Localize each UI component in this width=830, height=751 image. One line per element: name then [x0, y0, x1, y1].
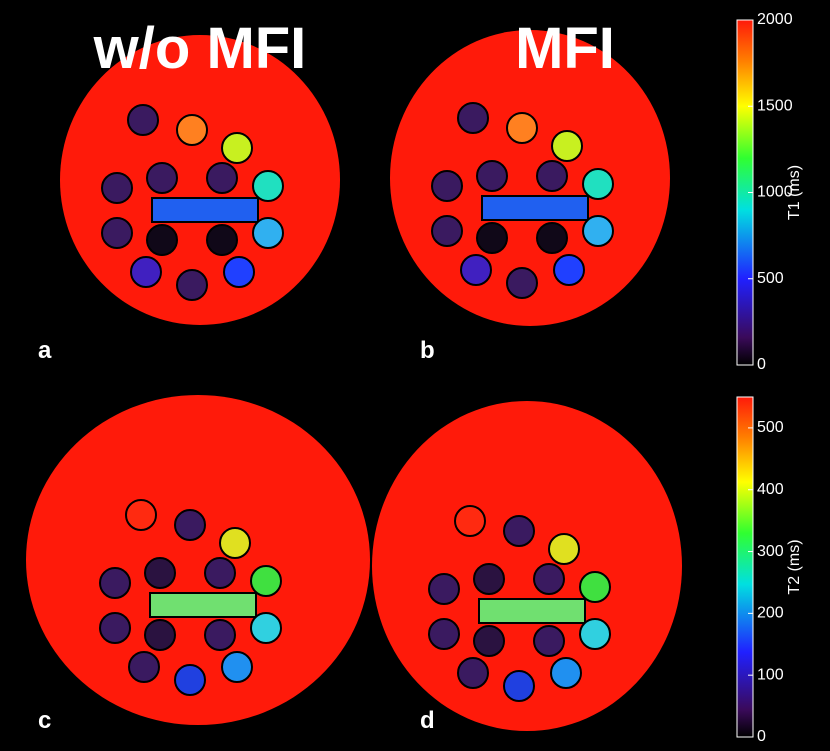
tick-label: 300 — [757, 543, 784, 560]
panel-label: d — [420, 707, 435, 734]
vial — [455, 506, 485, 536]
vial — [537, 161, 567, 191]
vial — [474, 626, 504, 656]
vial — [507, 268, 537, 298]
vial — [100, 613, 130, 643]
vial — [458, 103, 488, 133]
vial — [580, 572, 610, 602]
vial — [477, 161, 507, 191]
vial — [507, 113, 537, 143]
vial — [474, 564, 504, 594]
vial — [432, 216, 462, 246]
vial — [102, 218, 132, 248]
column-title: MFI — [515, 16, 615, 81]
vial — [583, 216, 613, 246]
tick-label: 400 — [757, 481, 784, 498]
vial — [205, 620, 235, 650]
vial — [205, 558, 235, 588]
vial — [253, 171, 283, 201]
vial — [102, 173, 132, 203]
vial — [222, 133, 252, 163]
vial — [551, 658, 581, 688]
vial — [220, 528, 250, 558]
vial — [458, 658, 488, 688]
panel-label: c — [38, 707, 51, 734]
colorbar-label: T1 (ms) — [786, 165, 803, 220]
vial — [251, 566, 281, 596]
colorbar — [737, 397, 753, 737]
tick-label: 500 — [757, 419, 784, 436]
panel-label: a — [38, 337, 52, 364]
tick-label: 0 — [757, 356, 766, 373]
vial — [100, 568, 130, 598]
colorbar-label: T2 (ms) — [786, 539, 803, 594]
vial — [549, 534, 579, 564]
vial — [477, 223, 507, 253]
vial — [126, 500, 156, 530]
tick-label: 100 — [757, 666, 784, 683]
vial — [177, 115, 207, 145]
vial — [429, 574, 459, 604]
vial — [147, 225, 177, 255]
vial — [583, 169, 613, 199]
panel-label: b — [420, 337, 435, 364]
phantom-insert — [479, 599, 585, 623]
figure: w/o MFI MFI a b c d 0500100015002000T1 (… — [0, 0, 830, 751]
tick-label: 200 — [757, 605, 784, 622]
vial — [534, 626, 564, 656]
vial — [128, 105, 158, 135]
vial — [504, 516, 534, 546]
phantom-insert — [152, 198, 258, 222]
vial — [537, 223, 567, 253]
column-title: w/o MFI — [93, 16, 307, 81]
vial — [580, 619, 610, 649]
vial — [554, 255, 584, 285]
tick-label: 2000 — [757, 11, 793, 28]
vial — [177, 270, 207, 300]
vial — [145, 558, 175, 588]
vial — [552, 131, 582, 161]
vial — [461, 255, 491, 285]
vial — [251, 613, 281, 643]
vial — [129, 652, 159, 682]
vial — [429, 619, 459, 649]
tick-label: 500 — [757, 270, 784, 287]
vial — [253, 218, 283, 248]
vial — [175, 510, 205, 540]
vial — [207, 225, 237, 255]
vial — [432, 171, 462, 201]
vial — [222, 652, 252, 682]
vial — [207, 163, 237, 193]
vial — [147, 163, 177, 193]
vial — [131, 257, 161, 287]
phantom-insert — [150, 593, 256, 617]
phantom-insert — [482, 196, 588, 220]
vial — [175, 665, 205, 695]
vial — [504, 671, 534, 701]
tick-label: 0 — [757, 728, 766, 745]
vial — [145, 620, 175, 650]
vial — [534, 564, 564, 594]
vial — [224, 257, 254, 287]
tick-label: 1500 — [757, 97, 793, 114]
